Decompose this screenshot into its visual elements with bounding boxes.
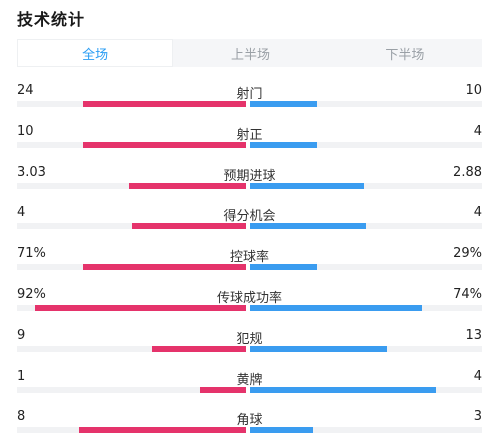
- home-value: 4: [17, 205, 26, 221]
- period-tabs: 全场 上半场 下半场: [17, 39, 482, 67]
- stat-row: 3.03 预期进球 2.88: [17, 165, 482, 191]
- home-value: 71%: [17, 246, 46, 262]
- home-value: 3.03: [17, 164, 46, 180]
- stat-row: 1 黄牌 4: [17, 369, 482, 395]
- home-bar: [35, 305, 246, 311]
- page-title: 技术统计: [17, 10, 86, 29]
- away-bar: [250, 305, 422, 311]
- stat-label: 犯规: [236, 331, 263, 347]
- away-bar-track: [250, 264, 482, 271]
- away-value: 29%: [453, 246, 482, 262]
- home-bar: [152, 345, 246, 352]
- home-bar-track: [17, 223, 246, 230]
- stat-label: 射门: [236, 87, 263, 102]
- stat-row: 8 角球 3: [17, 409, 482, 435]
- home-bar-track: [17, 141, 246, 148]
- away-bar-track: [250, 386, 482, 393]
- stat-label: 预期进球: [223, 168, 276, 184]
- home-value: 10: [17, 123, 34, 139]
- stat-row: 71% 控球率 29%: [17, 246, 482, 272]
- away-value: 4: [473, 205, 482, 221]
- stat-row: 24 射门 10: [17, 83, 482, 109]
- away-value: 4: [473, 368, 482, 384]
- stat-row: 9 犯规 13: [17, 328, 482, 354]
- stat-row: 4 得分机会 4: [17, 205, 482, 231]
- home-bar-track: [17, 427, 246, 434]
- away-bar-track: [250, 223, 482, 230]
- home-bar-track: [17, 264, 246, 271]
- away-bar: [250, 101, 318, 107]
- away-value: 13: [465, 327, 482, 343]
- stat-label: 控球率: [229, 250, 269, 266]
- stat-label: 得分机会: [223, 209, 276, 225]
- away-bar: [250, 345, 387, 352]
- home-bar: [83, 101, 246, 107]
- away-bar-track: [250, 427, 482, 434]
- away-bar: [250, 427, 313, 434]
- stat-label: 黄牌: [236, 372, 263, 388]
- home-bar-track: [17, 386, 246, 393]
- home-bar: [129, 182, 246, 189]
- away-bar-track: [250, 305, 482, 311]
- home-value: 24: [17, 83, 34, 98]
- home-value: 8: [17, 409, 26, 425]
- home-bar: [131, 223, 246, 230]
- stat-row: 92% 传球成功率 74%: [17, 287, 482, 313]
- stat-label: 射正: [236, 127, 263, 143]
- away-bar-track: [250, 101, 482, 107]
- home-bar: [78, 427, 246, 434]
- home-bar-track: [17, 345, 246, 352]
- tab-full-match[interactable]: 全场: [17, 39, 174, 67]
- away-bar-track: [250, 182, 482, 189]
- away-bar: [250, 141, 318, 148]
- stat-label: 传球成功率: [216, 291, 282, 306]
- home-value: 92%: [17, 287, 46, 302]
- away-bar: [250, 182, 364, 189]
- away-value: 2.88: [453, 164, 482, 180]
- away-bar: [250, 223, 366, 230]
- away-bar-track: [250, 345, 482, 352]
- tab-second-half[interactable]: 下半场: [385, 47, 425, 63]
- stat-row: 10 射正 4: [17, 124, 482, 150]
- away-value: 74%: [453, 287, 482, 302]
- home-value: 1: [17, 368, 26, 384]
- away-value: 3: [473, 409, 482, 425]
- away-bar: [250, 264, 318, 271]
- home-bar-track: [17, 101, 246, 107]
- away-value: 4: [473, 123, 482, 139]
- home-bar: [83, 264, 246, 271]
- away-value: 10: [465, 83, 482, 98]
- home-bar-track: [17, 182, 246, 189]
- away-bar-track: [250, 141, 482, 148]
- away-bar: [250, 386, 436, 393]
- home-bar-track: [17, 305, 246, 311]
- stat-label: 角球: [236, 413, 263, 429]
- home-bar: [83, 141, 246, 148]
- tab-first-half[interactable]: 上半场: [230, 47, 270, 63]
- home-value: 9: [17, 327, 26, 343]
- home-bar: [200, 386, 246, 393]
